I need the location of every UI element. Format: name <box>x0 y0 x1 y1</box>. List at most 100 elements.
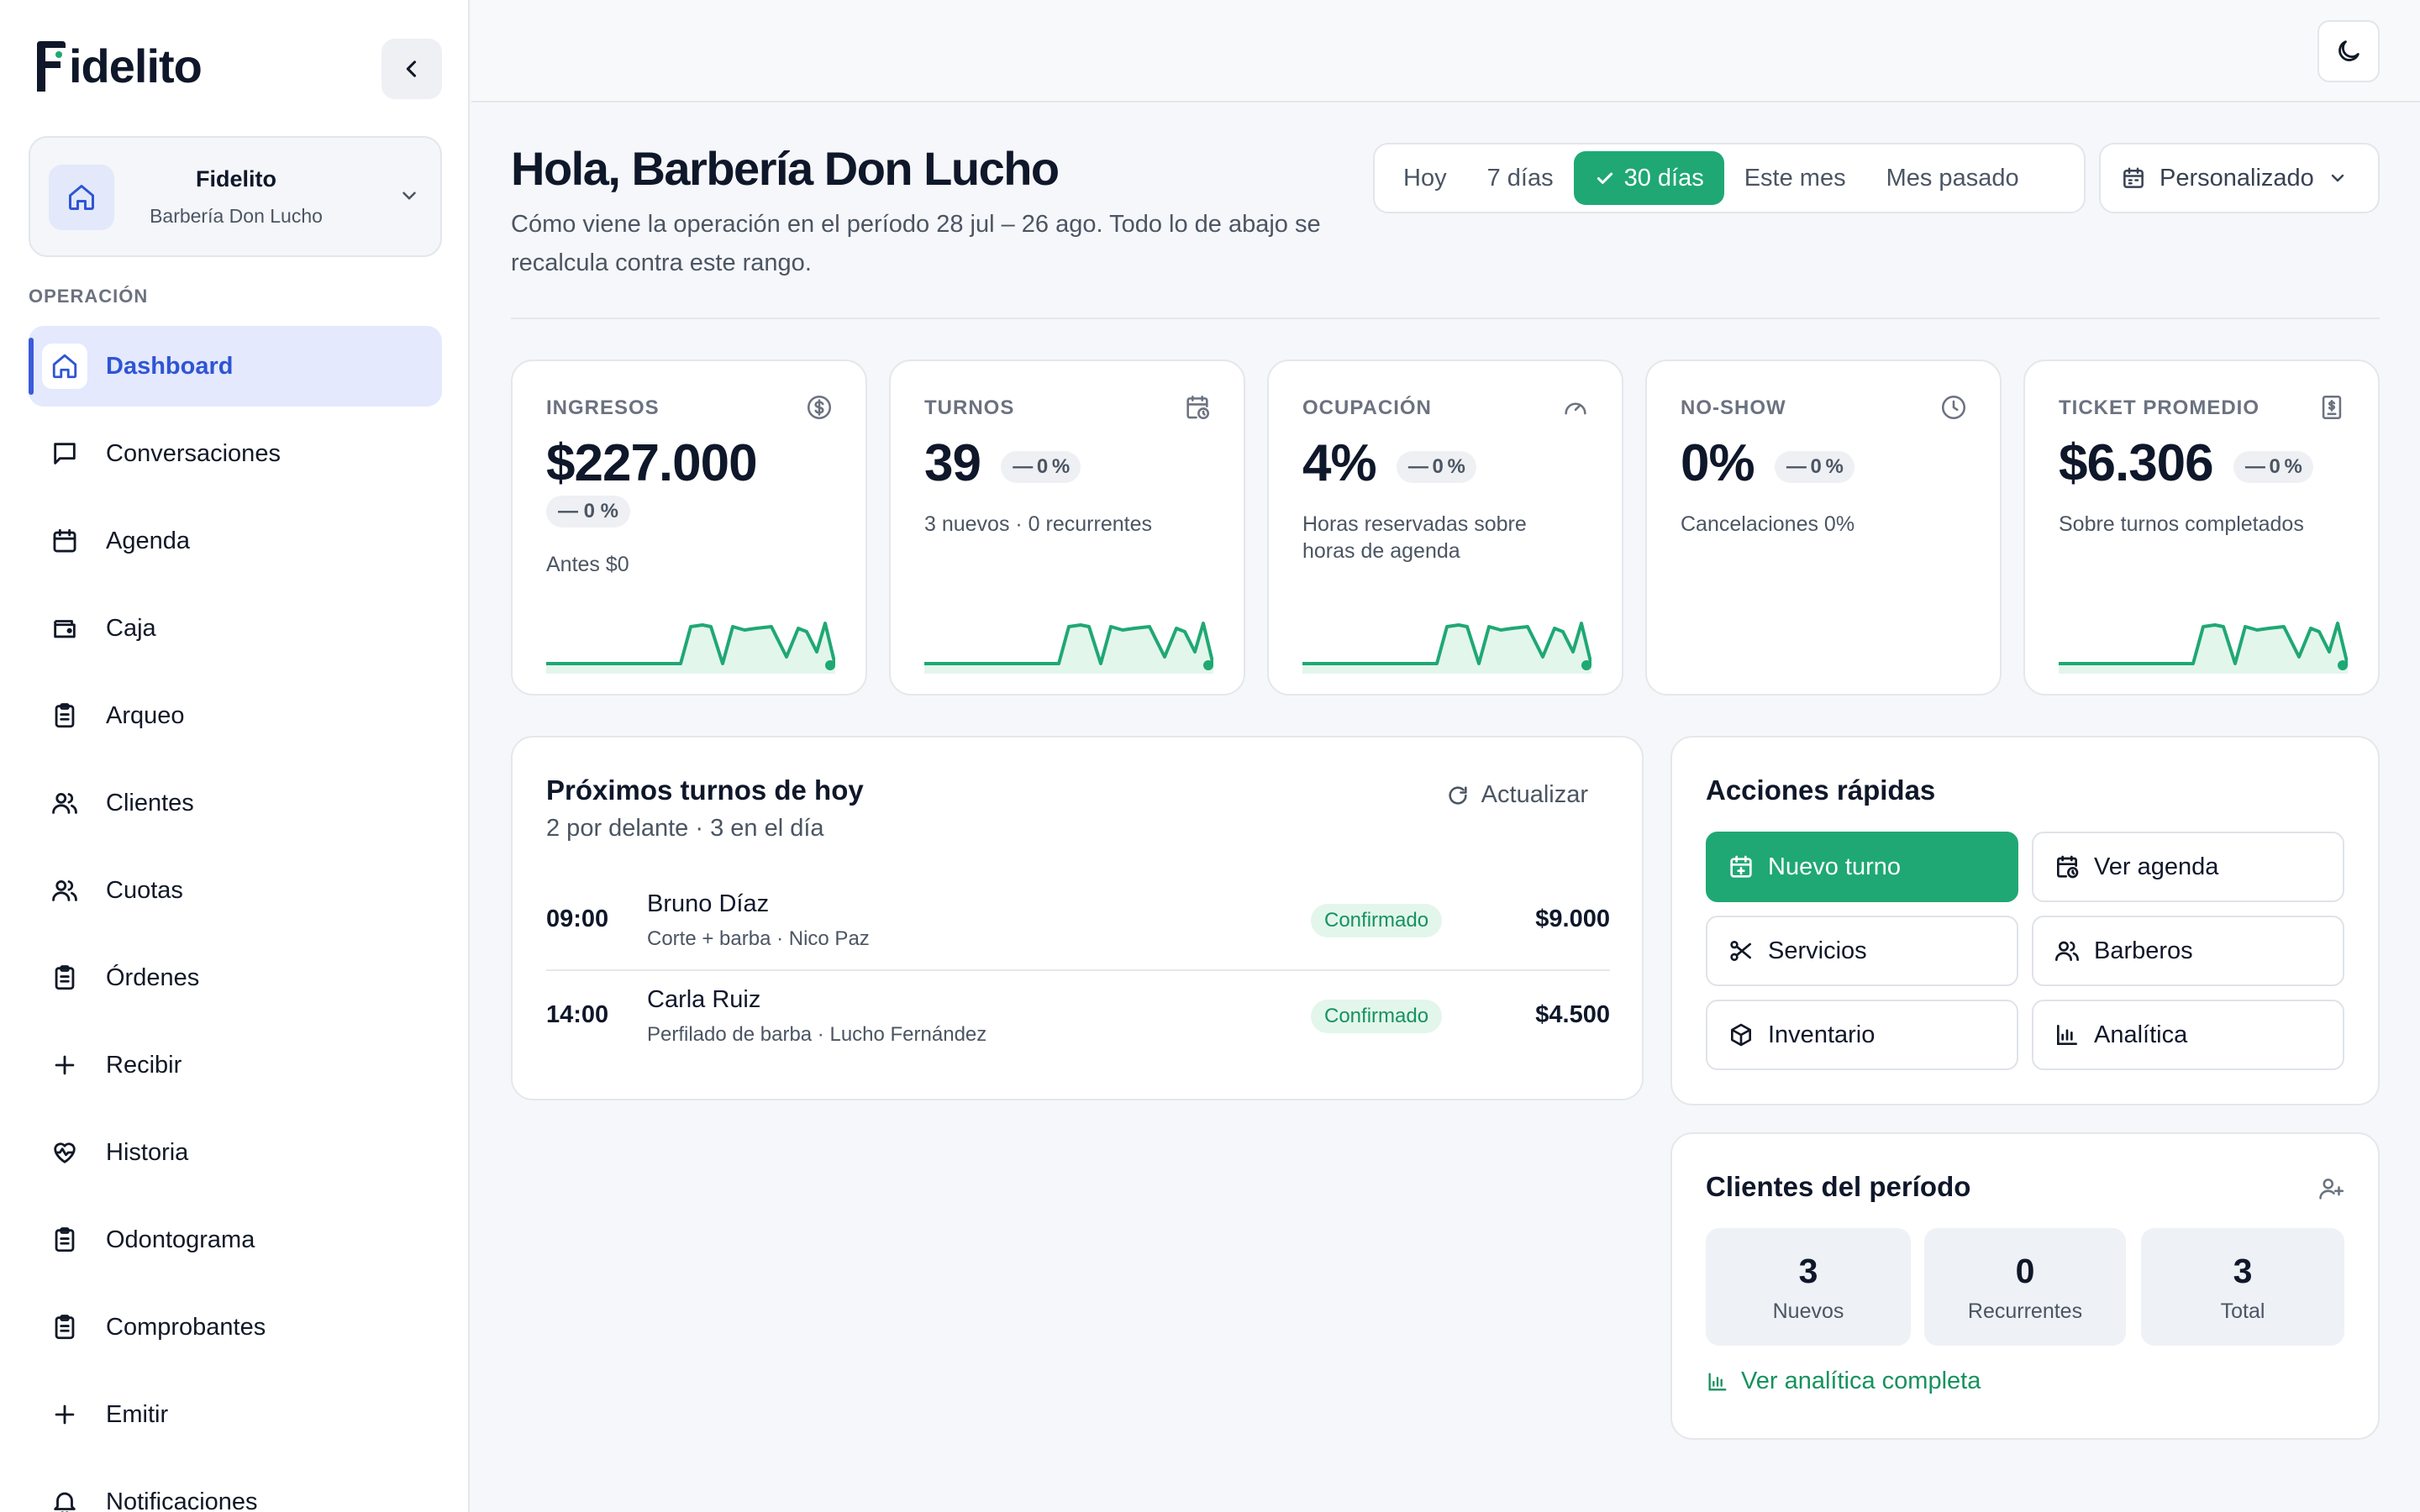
range-7-dias-button[interactable]: 7 días <box>1486 164 1554 192</box>
clock-icon <box>1941 395 1966 420</box>
check-icon <box>1597 172 1612 184</box>
new-appointment-button[interactable]: Nuevo turno <box>1706 832 2018 902</box>
clipboard-icon <box>42 693 87 738</box>
kpi-value-text: 39 <box>924 434 981 492</box>
kpi-delta-badge: — 0 % <box>1774 450 1854 483</box>
sparkline-end-dot <box>1581 660 1591 670</box>
inventory-button[interactable]: Inventario <box>1706 1000 2018 1070</box>
button-label: Inventario <box>1768 1021 1876 1048</box>
range-30-dias-label: 30 días <box>1623 164 1704 192</box>
sidebar-item-label: Clientes <box>106 789 194 816</box>
logo: idelito <box>34 39 203 93</box>
sparkline-line <box>1302 622 1591 666</box>
bar-chart-icon <box>1708 1373 1727 1390</box>
sidebar-item-label: Dashboard <box>106 352 234 380</box>
appointment-price: $4.500 <box>1535 1001 1610 1028</box>
theme-toggle-button[interactable] <box>2317 20 2380 82</box>
sidebar-item-dashboard[interactable]: Dashboard <box>29 326 442 407</box>
appointment-row[interactable]: 14:00 Carla Ruiz Perfilado de barba · Lu… <box>546 976 1610 1070</box>
services-button[interactable]: Servicios <box>1706 916 2018 986</box>
kpi-description: Sobre turnos completados <box>2059 512 2304 536</box>
kpi-sparkline <box>924 622 1213 674</box>
kpi-delta-badge: — 0 % <box>2233 450 2313 483</box>
business-subtitle: Barbería Don Lucho <box>150 205 323 227</box>
custom-range-button[interactable]: Personalizado <box>2099 143 2380 213</box>
gauge-icon <box>1565 402 1586 415</box>
sidebar-item-cuotas[interactable]: Cuotas <box>29 850 442 931</box>
button-label: Analítica <box>2094 1021 2188 1048</box>
sidebar-item-caja[interactable]: Caja <box>29 588 442 669</box>
sparkline-area <box>546 623 835 674</box>
full-analytics-link[interactable]: Ver analítica completa <box>1706 1368 1981 1395</box>
page-title: Hola, Barbería Don Lucho <box>511 142 1060 195</box>
button-label: Barberos <box>2094 937 2193 964</box>
kpi-sparkline <box>1302 622 1591 674</box>
collapse-sidebar-button[interactable] <box>381 39 442 99</box>
sparkline-line <box>546 622 835 666</box>
sidebar-item-historia[interactable]: Historia <box>29 1112 442 1193</box>
scissors-icon <box>1730 941 1751 961</box>
sidebar-item-recibir[interactable]: Recibir <box>29 1025 442 1105</box>
kpi-value-text: 0% <box>1681 434 1755 492</box>
analytics-button[interactable]: Analítica <box>2032 1000 2344 1070</box>
appointment-time: 09:00 <box>546 906 609 932</box>
bell-icon <box>42 1479 87 1512</box>
range-hoy-button[interactable]: Hoy <box>1403 164 1447 192</box>
store-home-icon <box>49 165 114 230</box>
button-label: Ver agenda <box>2094 853 2219 880</box>
wallet-icon <box>42 606 87 651</box>
quick-actions-card: Acciones rápidas Nuevo turno Ver agenda … <box>1670 736 2380 1105</box>
sidebar-item-agenda[interactable]: Agenda <box>29 501 442 581</box>
sidebar-item-odontograma[interactable]: Odontograma <box>29 1200 442 1280</box>
kpi-value: $6.306 — 0 % <box>2059 433 2313 493</box>
sidebar-item-ordenes[interactable]: Órdenes <box>29 937 442 1018</box>
calendar-clock-icon <box>2057 855 2079 879</box>
appointment-row[interactable]: 09:00 Bruno Díaz Corte + barba · Nico Pa… <box>546 880 1610 974</box>
appointment-client: Bruno Díaz <box>647 890 770 917</box>
users-icon <box>2055 941 2079 961</box>
refresh-button[interactable]: Actualizar <box>1446 781 1588 809</box>
kpi-sparkline <box>2059 622 2348 674</box>
sidebar-item-arqueo[interactable]: Arqueo <box>29 675 442 756</box>
kpi-delta-badge: — 0 % <box>546 496 631 528</box>
appointment-service: Perfilado de barba · Lucho Fernández <box>647 1023 987 1046</box>
sidebar: idelito Fidelito Barbería Don Lucho OPER… <box>0 0 470 1512</box>
sidebar-item-label: Notificaciones <box>106 1488 258 1512</box>
stat-value: 3 <box>2233 1252 2253 1290</box>
sidebar-item-label: Odontograma <box>106 1226 255 1253</box>
plus-icon <box>42 1392 87 1437</box>
appointment-time: 14:00 <box>546 1001 609 1028</box>
upcoming-appointments-card: Próximos turnos de hoy 2 por delante · 3… <box>511 736 1644 1100</box>
header-divider <box>511 318 2380 319</box>
kpi-card-ingresos: INGRESOS $227.000 — 0 % Antes $0 <box>511 360 867 696</box>
user-plus-icon <box>2319 1179 2344 1200</box>
section-label-operacion: OPERACIÓN <box>29 286 149 307</box>
sidebar-item-comprobantes[interactable]: Comprobantes <box>29 1287 442 1368</box>
sidebar-item-clientes[interactable]: Clientes <box>29 763 442 843</box>
calendar-icon <box>42 518 87 564</box>
kpi-value: 4% — 0 % <box>1302 433 1476 493</box>
range-30-dias-button[interactable]: 30 días <box>1573 151 1724 205</box>
kpi-value-text: 4% <box>1302 434 1377 492</box>
link-label: Ver analítica completa <box>1741 1368 1981 1394</box>
view-agenda-button[interactable]: Ver agenda <box>2032 832 2344 902</box>
card-title: Acciones rápidas <box>1706 774 1936 806</box>
barbers-button[interactable]: Barberos <box>2032 916 2344 986</box>
business-switcher[interactable]: Fidelito Barbería Don Lucho <box>29 136 442 257</box>
kpi-delta-badge: — 0 % <box>1001 450 1081 483</box>
sidebar-item-conversaciones[interactable]: Conversaciones <box>29 413 442 494</box>
stat-label: Total <box>2220 1299 2265 1323</box>
sidebar-item-notificaciones[interactable]: Notificaciones <box>29 1462 442 1512</box>
calendar-icon <box>2123 167 2144 188</box>
card-subtitle: 2 por delante · 3 en el día <box>546 815 824 842</box>
card-title: Próximos turnos de hoy <box>546 774 864 806</box>
range-este-mes-button[interactable]: Este mes <box>1744 164 1846 192</box>
kpi-label: TURNOS <box>924 396 1015 419</box>
stat-value: 0 <box>2015 1252 2035 1290</box>
sidebar-item-emitir[interactable]: Emitir <box>29 1374 442 1455</box>
range-mes-pasado-button[interactable]: Mes pasado <box>1886 164 2019 192</box>
kpi-value-text: $6.306 <box>2059 434 2214 492</box>
business-name: Fidelito <box>196 166 276 192</box>
kpi-label: TICKET PROMEDIO <box>2059 396 2260 419</box>
dollar-icon <box>807 395 832 420</box>
